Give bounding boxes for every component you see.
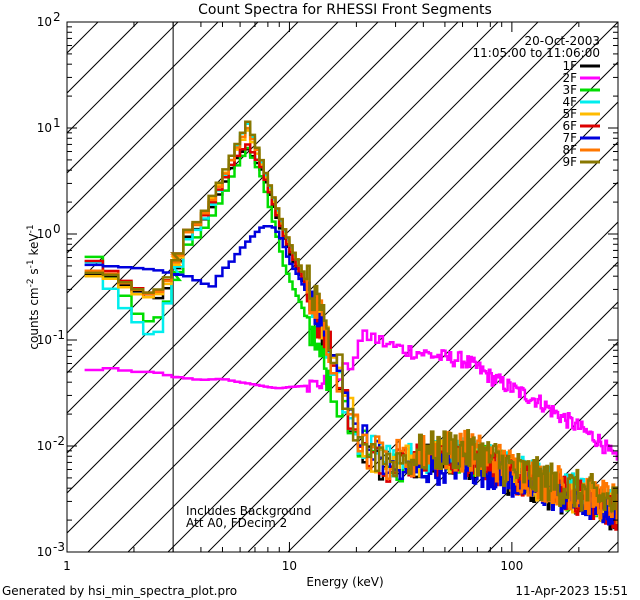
legend-label-6F: 6F xyxy=(562,119,577,133)
y-tick-exponent: -2 xyxy=(53,434,65,448)
date-label: 20-Oct-2003 xyxy=(524,34,600,48)
hatch-line xyxy=(67,22,379,334)
ylabel-exp-kev: -1 xyxy=(26,224,36,233)
y-tick-label: 10 xyxy=(37,545,52,559)
y-tick-exponent: -3 xyxy=(53,540,65,554)
hatch-line xyxy=(67,22,99,54)
time-range-label: 11:05:00 to 11:06:00 xyxy=(473,46,600,60)
hatch-line xyxy=(67,22,219,174)
hatch-line xyxy=(127,61,618,552)
y-tick-label: 10 xyxy=(37,333,52,347)
series-7F xyxy=(84,224,618,526)
y-axis-label: counts cm-2 s-1 keV-1 xyxy=(26,224,41,349)
series-9F xyxy=(84,120,618,513)
y-tick-exponent: -1 xyxy=(53,328,65,342)
series-layer xyxy=(84,120,618,531)
x-tick-label: 10 xyxy=(282,559,297,573)
x-tick-label: 1 xyxy=(63,559,71,573)
y-tick-label: 10 xyxy=(37,439,52,453)
hatch-line xyxy=(527,461,618,552)
legend-label-9F: 9F xyxy=(562,155,577,169)
legend-label-5F: 5F xyxy=(562,107,577,121)
hatch-line xyxy=(607,541,618,552)
ylabel-exp-cm: -2 xyxy=(26,278,36,287)
chart-title: Count Spectra for RHESSI Front Segments xyxy=(198,2,492,18)
hatch-line xyxy=(67,22,339,294)
legend-label-3F: 3F xyxy=(562,83,577,97)
hatch-line xyxy=(67,22,539,494)
hatch-line xyxy=(67,22,259,214)
series-2F xyxy=(84,329,618,461)
legend-label-1F: 1F xyxy=(562,59,577,73)
y-tick-exponent: 2 xyxy=(53,10,61,24)
hatch-line xyxy=(67,22,499,454)
legend-label-4F: 4F xyxy=(562,95,577,109)
background-note: Includes Background xyxy=(186,504,311,518)
generated-by-footer: Generated by hsi_min_spectra_plot.pro xyxy=(2,584,237,598)
ylabel-part-kev: keV xyxy=(27,233,41,260)
hatch-line xyxy=(167,101,618,552)
x-axis-label: Energy (keV) xyxy=(306,575,383,589)
hatch-line xyxy=(67,22,179,134)
ylabel-exp-s: -1 xyxy=(26,259,36,268)
timestamp-footer: 11-Apr-2023 15:51 xyxy=(515,584,628,598)
hatch-line xyxy=(67,22,419,374)
hatch-line xyxy=(207,141,618,552)
hatch-line xyxy=(67,22,579,534)
legend-label-8F: 8F xyxy=(562,143,577,157)
x-tick-label: 100 xyxy=(500,559,523,573)
hatch-line xyxy=(67,22,459,414)
hatch-line xyxy=(487,421,618,552)
legend-label-2F: 2F xyxy=(562,71,577,85)
y-tick-label: 10 xyxy=(37,15,52,29)
axis-ticks xyxy=(66,21,619,553)
hatch-line xyxy=(87,22,618,552)
series-6F xyxy=(84,143,618,531)
attenuator-note: Att A0, FDecim 2 xyxy=(186,516,287,530)
plot-frame xyxy=(66,21,619,553)
y-tick-exponent: 0 xyxy=(53,222,61,236)
hatch-line xyxy=(67,22,299,254)
hatch-line xyxy=(247,181,618,552)
y-tick-exponent: 1 xyxy=(53,116,61,130)
ylabel-part-s: s xyxy=(27,268,41,278)
ylabel-part-a: counts cm xyxy=(27,287,41,349)
y-tick-label: 10 xyxy=(37,227,52,241)
legend-label-7F: 7F xyxy=(562,131,577,145)
y-tick-label: 10 xyxy=(37,121,52,135)
hatch-line xyxy=(0,22,18,552)
